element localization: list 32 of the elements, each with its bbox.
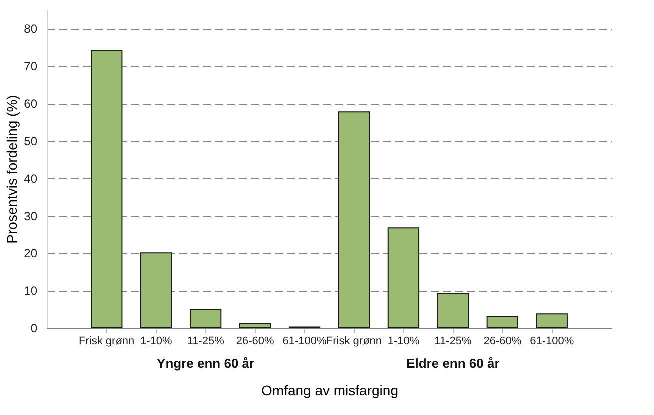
x-tick-label: 61-100% [530, 336, 574, 348]
x-tick-label: 26-60% [236, 336, 274, 348]
y-tick-label: 70 [24, 60, 38, 74]
y-axis-title: Prosentvis fordeling (%) [4, 95, 20, 244]
text: Yngre enn 60 år [157, 356, 255, 371]
bar [536, 314, 568, 328]
x-tick-label: 1-10% [140, 336, 172, 348]
y-tick-label: 20 [24, 246, 38, 261]
y-tick-label: 60 [24, 97, 38, 112]
y-tick-label: 10 [24, 284, 38, 298]
y-tick-label: 30 [24, 209, 38, 224]
x-tick-label: 26-60% [484, 336, 522, 348]
x-tick-label: Frisk grønn [326, 336, 382, 348]
bar [190, 309, 222, 328]
bar [239, 323, 272, 328]
y-tick-label: 40 [24, 172, 38, 186]
bar [486, 316, 518, 328]
y-tick-label: 80 [24, 22, 38, 36]
x-axis-title: Omfang av misfarging [262, 382, 398, 398]
x-tick-label: Frisk grønn [79, 336, 135, 348]
bar [91, 50, 123, 328]
x-tick-label: 11-25% [434, 336, 472, 348]
x-tick-label: 11-25% [187, 336, 225, 348]
x-tick-label: 1-10% [388, 336, 420, 348]
bar [437, 293, 470, 328]
bar [388, 228, 420, 328]
x-tick-label: 61-100% [282, 336, 327, 348]
y-tick-label: 50 [24, 134, 38, 148]
text: Eldre enn 60 år [406, 356, 500, 371]
y-tick-label: 0 [30, 322, 38, 336]
bar [140, 252, 172, 328]
bar [338, 112, 370, 328]
